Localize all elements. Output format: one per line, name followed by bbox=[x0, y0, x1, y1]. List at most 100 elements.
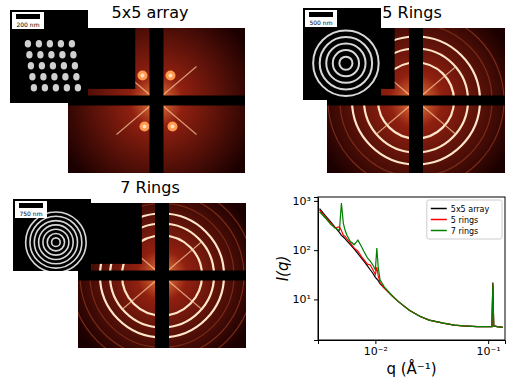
nanodisk bbox=[28, 62, 34, 70]
bragg-spot-core bbox=[143, 125, 147, 129]
y-tick-mark bbox=[314, 299, 318, 300]
nanoring bbox=[39, 225, 74, 260]
nanodisk bbox=[58, 40, 64, 48]
nanodisk bbox=[69, 40, 75, 48]
nanodisk bbox=[48, 51, 54, 59]
bragg-spot bbox=[138, 71, 148, 81]
legend-swatch bbox=[431, 208, 447, 210]
sem-inset bbox=[303, 8, 381, 100]
beamstop bbox=[68, 96, 245, 106]
nanoring bbox=[30, 216, 82, 268]
y-tick-mark bbox=[314, 250, 318, 251]
nanoring bbox=[26, 212, 86, 271]
y-tick-label: 10² bbox=[293, 244, 311, 257]
nanodisk bbox=[62, 73, 68, 81]
scale-bar-label: 750 nm bbox=[19, 210, 42, 217]
lines bbox=[320, 203, 503, 327]
series-line bbox=[320, 203, 503, 327]
y-tick-label: 10³ bbox=[293, 195, 311, 208]
panel-title: 5 Rings bbox=[382, 3, 441, 22]
y-tick: 10³ bbox=[293, 195, 318, 208]
nanoring bbox=[333, 50, 359, 76]
y-axis-title: I(q) bbox=[274, 256, 292, 282]
x-tick-mark bbox=[375, 340, 376, 344]
diffuse-scatter bbox=[78, 203, 246, 348]
bragg-spot-core bbox=[141, 74, 145, 78]
nanoring bbox=[326, 44, 365, 83]
nanodisk bbox=[50, 62, 56, 70]
nanodisk bbox=[73, 73, 79, 81]
legend-swatch bbox=[431, 230, 447, 232]
scale-bar bbox=[19, 203, 43, 208]
x-axis: 10⁻² 10⁻¹ bbox=[319, 340, 506, 358]
legend: 5x5 array 5 rings 7 rings bbox=[427, 200, 502, 239]
inset-background bbox=[303, 8, 381, 100]
x-tick-mark bbox=[488, 340, 489, 344]
legend-box bbox=[427, 200, 502, 239]
legend-label: 5x5 array bbox=[451, 205, 490, 214]
nanoring bbox=[313, 30, 379, 96]
nanodisk bbox=[26, 51, 32, 59]
image-panel: 200 nm 5x5 array bbox=[10, 0, 263, 207]
x-axis-title: q (Å⁻¹) bbox=[386, 359, 436, 378]
sem-inset bbox=[13, 199, 91, 271]
scale-bar-label: 500 nm bbox=[309, 19, 332, 26]
scattering-image bbox=[68, 28, 245, 173]
nanodisk bbox=[39, 62, 45, 70]
chart: 10⁻² 10⁻¹ 10¹ 10² 10³ q (Å⁻¹) I(q) 5x5 array 5 r… bbox=[274, 195, 506, 378]
nanoring bbox=[43, 229, 69, 255]
diffuse-scatter bbox=[68, 28, 245, 173]
nanodisk bbox=[37, 51, 43, 59]
series-line bbox=[320, 209, 503, 328]
plot-frame bbox=[318, 197, 505, 340]
nanodisk bbox=[61, 62, 67, 70]
panel-title: 5x5 array bbox=[112, 3, 189, 22]
inset-background bbox=[10, 10, 88, 103]
nanodisk bbox=[64, 84, 70, 92]
nanodisk bbox=[75, 84, 81, 92]
sem-inset bbox=[10, 10, 88, 103]
scale-bar-box bbox=[305, 10, 337, 27]
bragg-spot bbox=[168, 122, 178, 132]
series-line bbox=[320, 210, 503, 327]
y-tick: 10² bbox=[293, 244, 318, 257]
scale-bar-label: 200 nm bbox=[16, 21, 39, 28]
figure: 200 nm 5x5 array 500 nm 5 Rings 750 nm 7 Ring… bbox=[0, 0, 512, 381]
nanodisk bbox=[40, 73, 46, 81]
scale-bar bbox=[16, 14, 40, 19]
x-tick: 10⁻² bbox=[364, 340, 388, 358]
nanoring bbox=[339, 57, 352, 70]
faint-ring bbox=[78, 203, 246, 348]
nanodisk bbox=[42, 84, 48, 92]
image-panel: 750 nm 7 Rings bbox=[13, 175, 263, 377]
nanodisk bbox=[53, 84, 59, 92]
nanoring bbox=[52, 238, 61, 247]
x-axis-line bbox=[319, 341, 506, 345]
legend-label: 7 rings bbox=[451, 227, 478, 236]
nanodisk bbox=[47, 40, 53, 48]
nanoring bbox=[34, 221, 77, 264]
bragg-spot-core bbox=[169, 74, 173, 78]
legend-label: 5 rings bbox=[451, 216, 478, 225]
x-tick-label: 10⁻¹ bbox=[477, 345, 501, 358]
nanodisk bbox=[59, 51, 65, 59]
nanodisk bbox=[25, 40, 31, 48]
nanoring bbox=[320, 37, 372, 89]
scale-bar-box bbox=[15, 201, 47, 218]
nanodisk bbox=[70, 51, 76, 59]
nanodisk bbox=[29, 73, 35, 81]
nanodisk bbox=[72, 62, 78, 70]
panel-title: 7 Rings bbox=[120, 178, 179, 197]
nanoring bbox=[47, 234, 64, 251]
bragg-spot-core bbox=[171, 125, 175, 129]
y-tick: 10¹ bbox=[293, 293, 318, 306]
bragg-spot bbox=[166, 71, 176, 81]
legend-swatch bbox=[431, 219, 447, 221]
y-axis: 10¹ 10² 10³ bbox=[293, 195, 319, 341]
scale-bar-box bbox=[12, 12, 44, 29]
beamstop bbox=[78, 271, 246, 281]
y-tick-label: 10¹ bbox=[293, 293, 311, 306]
x-tick: 10⁻¹ bbox=[477, 340, 501, 358]
scattering-image bbox=[78, 203, 246, 348]
nanodisk bbox=[36, 40, 42, 48]
